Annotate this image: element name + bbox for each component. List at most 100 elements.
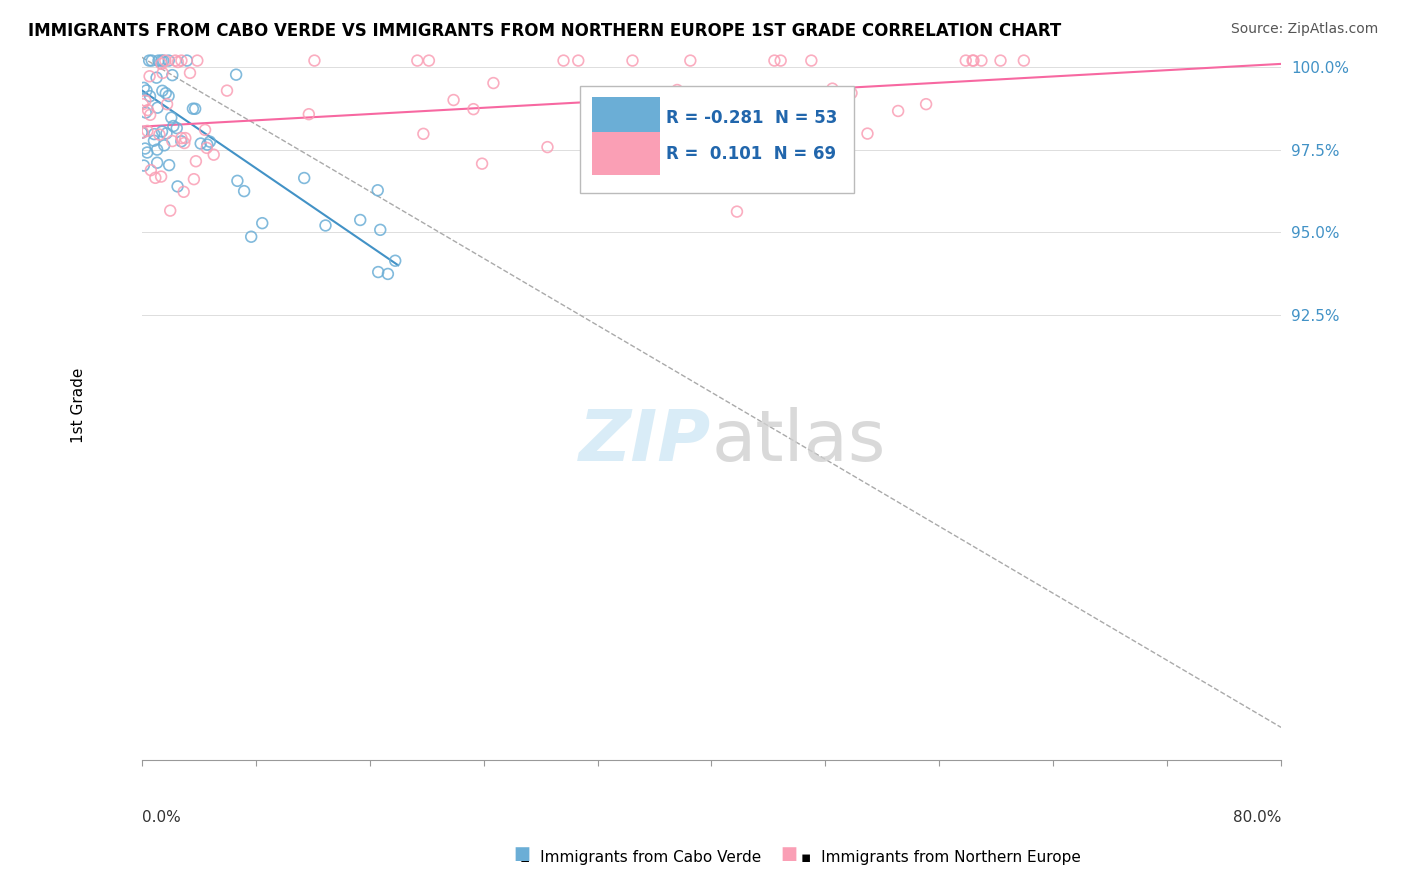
FancyBboxPatch shape bbox=[592, 97, 661, 139]
Point bbox=[146, 101, 169, 115]
Text: Source: ZipAtlas.com: Source: ZipAtlas.com bbox=[1230, 22, 1378, 37]
Point bbox=[463, 102, 485, 116]
Point bbox=[190, 136, 212, 151]
Point bbox=[198, 135, 221, 149]
Point bbox=[970, 54, 993, 68]
Point bbox=[367, 183, 389, 197]
Point bbox=[202, 147, 225, 161]
Point bbox=[142, 134, 165, 148]
Point bbox=[166, 121, 188, 136]
Point bbox=[134, 94, 156, 108]
Point bbox=[233, 184, 256, 198]
Point bbox=[679, 54, 702, 68]
Point bbox=[644, 121, 666, 136]
Point bbox=[134, 142, 156, 156]
Point bbox=[186, 54, 208, 68]
Point bbox=[841, 86, 863, 100]
FancyBboxPatch shape bbox=[581, 87, 853, 193]
Point bbox=[666, 83, 689, 97]
Point bbox=[315, 219, 337, 233]
Point bbox=[384, 253, 406, 268]
Point bbox=[418, 54, 440, 68]
Point bbox=[225, 68, 247, 82]
Point bbox=[367, 265, 389, 279]
Point bbox=[136, 103, 159, 117]
FancyBboxPatch shape bbox=[592, 132, 661, 175]
Point bbox=[132, 97, 155, 112]
Text: atlas: atlas bbox=[711, 407, 886, 475]
Point bbox=[183, 172, 205, 186]
Point bbox=[162, 68, 184, 82]
Point bbox=[769, 54, 792, 68]
Point bbox=[962, 54, 984, 68]
Point bbox=[152, 66, 174, 80]
Point bbox=[184, 154, 207, 169]
Point bbox=[725, 87, 748, 101]
Point bbox=[240, 229, 263, 244]
Point bbox=[141, 54, 163, 68]
Point bbox=[162, 134, 184, 148]
Point bbox=[368, 223, 391, 237]
Point bbox=[412, 127, 434, 141]
Point bbox=[349, 213, 371, 227]
Point bbox=[170, 134, 193, 148]
Point bbox=[1012, 54, 1035, 68]
Point bbox=[298, 107, 321, 121]
Point bbox=[131, 126, 153, 140]
Point bbox=[132, 126, 155, 140]
Point bbox=[165, 54, 187, 68]
Point bbox=[148, 128, 170, 142]
Point bbox=[406, 54, 429, 68]
Point bbox=[157, 158, 180, 172]
Point bbox=[173, 185, 195, 199]
Point bbox=[155, 86, 177, 100]
Point bbox=[150, 84, 173, 98]
Point bbox=[471, 156, 494, 170]
Point bbox=[150, 124, 173, 138]
Text: 0.0%: 0.0% bbox=[142, 810, 180, 825]
Point bbox=[173, 136, 195, 150]
Point bbox=[159, 203, 181, 218]
Point bbox=[146, 155, 169, 169]
Point bbox=[553, 54, 575, 68]
Point bbox=[170, 131, 193, 145]
Point bbox=[131, 125, 153, 139]
Point bbox=[143, 127, 166, 141]
Text: ▪  Immigrants from Northern Europe: ▪ Immigrants from Northern Europe bbox=[801, 850, 1081, 865]
Point bbox=[132, 159, 155, 173]
Point bbox=[195, 141, 218, 155]
Point bbox=[377, 267, 399, 281]
Point bbox=[825, 160, 848, 174]
Point bbox=[292, 171, 315, 186]
Point bbox=[252, 216, 274, 230]
Point bbox=[536, 140, 558, 154]
Point bbox=[139, 108, 162, 122]
Point bbox=[800, 54, 823, 68]
Point bbox=[179, 66, 201, 80]
Point bbox=[157, 54, 180, 68]
Point bbox=[621, 54, 644, 68]
Point bbox=[166, 179, 188, 194]
Point bbox=[585, 92, 607, 106]
Point bbox=[821, 81, 844, 95]
Point bbox=[153, 138, 176, 153]
Point bbox=[962, 54, 984, 68]
Point bbox=[763, 54, 786, 68]
Point bbox=[143, 170, 166, 185]
Point bbox=[132, 80, 155, 95]
Point bbox=[138, 54, 160, 68]
Point bbox=[181, 102, 204, 116]
Point bbox=[152, 54, 174, 68]
Point bbox=[150, 54, 173, 68]
Point bbox=[567, 54, 589, 68]
Point bbox=[752, 101, 775, 115]
Point bbox=[195, 137, 218, 152]
Point bbox=[955, 54, 977, 68]
Point bbox=[915, 97, 938, 112]
Point bbox=[167, 55, 190, 70]
Text: IMMIGRANTS FROM CABO VERDE VS IMMIGRANTS FROM NORTHERN EUROPE 1ST GRADE CORRELAT: IMMIGRANTS FROM CABO VERDE VS IMMIGRANTS… bbox=[28, 22, 1062, 40]
Point bbox=[176, 54, 198, 68]
Point bbox=[145, 70, 167, 85]
Point bbox=[136, 124, 159, 138]
Point bbox=[135, 105, 157, 120]
